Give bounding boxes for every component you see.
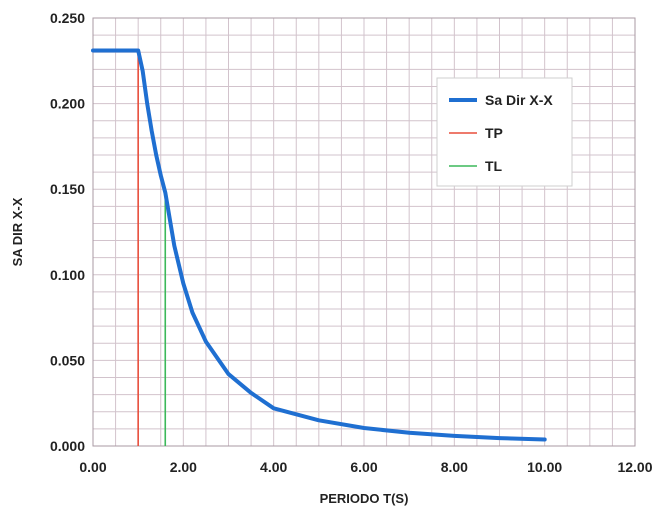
x-tick-label: 0.00 [79, 459, 106, 475]
y-tick-label: 0.000 [50, 438, 85, 454]
x-axis-title: PERIODO T(S) [320, 491, 409, 506]
y-tick-label: 0.200 [50, 96, 85, 112]
x-tick-label: 8.00 [441, 459, 468, 475]
y-tick-label: 0.100 [50, 267, 85, 283]
x-tick-label: 12.00 [617, 459, 652, 475]
y-tick-label: 0.250 [50, 10, 85, 26]
y-axis-title: SA DIR X-X [10, 197, 25, 266]
y-tick-label: 0.050 [50, 352, 85, 368]
legend-box [436, 77, 573, 187]
x-tick-label: 6.00 [350, 459, 377, 475]
x-tick-label: 4.00 [260, 459, 287, 475]
period-markers [137, 50, 167, 446]
x-tick-label: 2.00 [170, 459, 197, 475]
x-tick-label: 10.00 [527, 459, 562, 475]
gridlines [93, 18, 635, 446]
plot-area [92, 17, 636, 447]
legend-label: TL [485, 158, 503, 174]
legend: Sa Dir X-X TP TL [436, 77, 573, 187]
x-axis-ticks: 0.00 2.00 4.00 6.00 8.00 10.00 12.00 [79, 459, 652, 475]
y-tick-label: 0.150 [50, 181, 85, 197]
plot-border [92, 17, 636, 447]
legend-label: Sa Dir X-X [485, 92, 553, 108]
y-axis-ticks: 0.000 0.050 0.100 0.150 0.200 0.250 [50, 10, 85, 454]
legend-label: TP [485, 125, 503, 141]
series-lines [91, 48, 547, 442]
series-line-sa-dir-x-x [91, 48, 547, 442]
